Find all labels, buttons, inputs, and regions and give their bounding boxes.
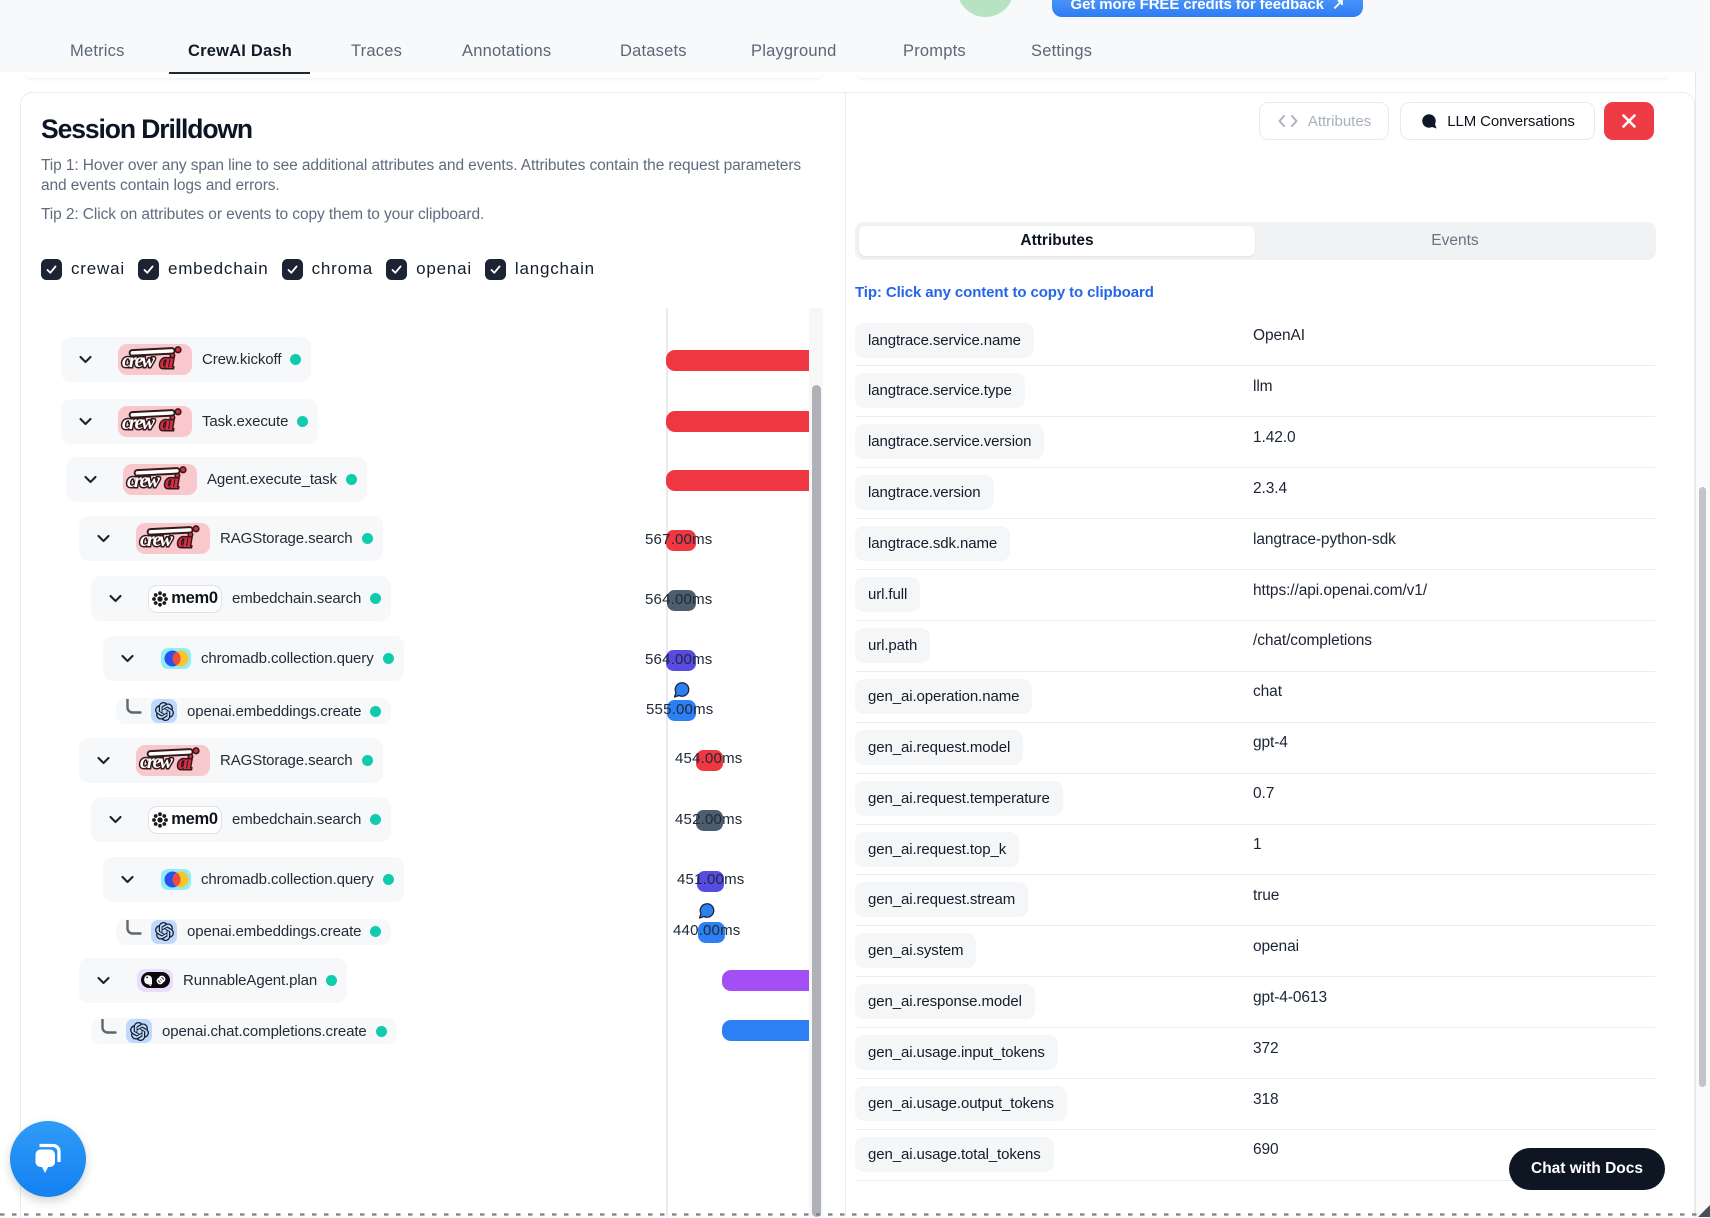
svg-text:ai: ai	[160, 413, 175, 435]
svg-text:crew: crew	[122, 412, 156, 434]
svg-text:crew: crew	[140, 751, 174, 773]
svg-text:ai: ai	[178, 752, 193, 774]
svg-text:ai: ai	[160, 351, 175, 373]
svg-text:crew: crew	[122, 350, 156, 372]
svg-text:ai: ai	[178, 530, 193, 552]
svg-text:crew: crew	[140, 529, 174, 551]
svg-text:crew: crew	[127, 470, 161, 492]
svg-text:ai: ai	[165, 471, 180, 493]
